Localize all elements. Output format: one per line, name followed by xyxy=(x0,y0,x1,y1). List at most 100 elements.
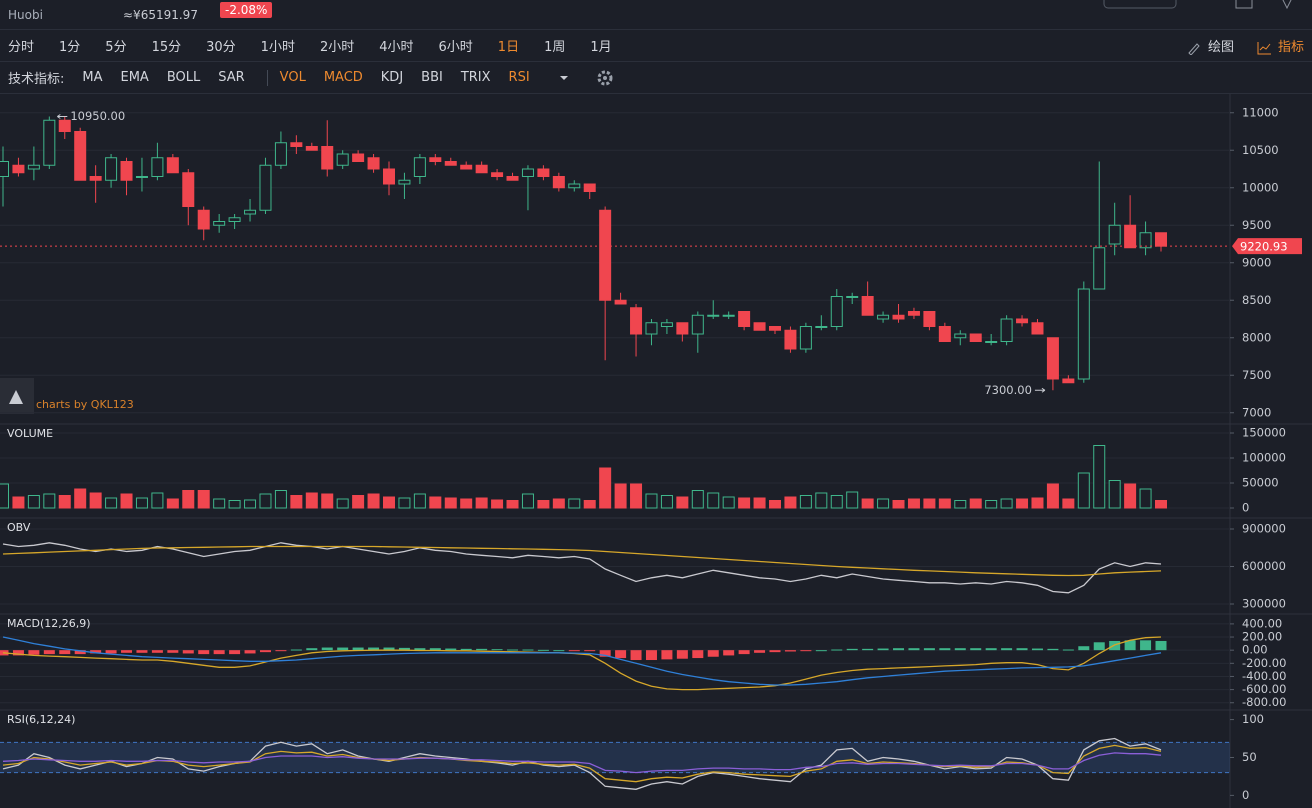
candle-body xyxy=(1016,318,1029,324)
tab[interactable]: 30分 xyxy=(206,40,236,55)
volume-bar xyxy=(460,498,473,509)
candle-body xyxy=(799,326,812,350)
candle-body xyxy=(537,168,550,177)
histogram-bar xyxy=(491,649,503,651)
volume-bar xyxy=(120,493,133,509)
volume-bar xyxy=(506,500,519,509)
candle-body xyxy=(135,176,148,178)
tab[interactable]: KDJ xyxy=(380,70,404,85)
histogram-bar xyxy=(923,648,935,651)
tab[interactable]: 1日 xyxy=(497,40,520,55)
tab[interactable]: BOLL xyxy=(166,70,201,85)
histogram-bar xyxy=(460,648,472,651)
tab[interactable]: 2小时 xyxy=(319,40,355,55)
period-tabs: 分时 1分 5分 15分 30分 1小时 2小时 4小时 6小时 1日 1周 1月 xyxy=(8,36,637,55)
volume-bar xyxy=(74,488,87,509)
tab[interactable]: MACD xyxy=(323,70,363,85)
tab[interactable]: 分时 xyxy=(8,40,35,55)
volume-bar xyxy=(413,493,426,509)
histogram-bar xyxy=(1016,648,1028,651)
candle-body xyxy=(938,326,951,342)
histogram-bar xyxy=(815,650,827,652)
volume-bar xyxy=(630,483,643,509)
candle-body xyxy=(753,322,766,331)
histogram-bar xyxy=(1062,649,1074,651)
volume-bar xyxy=(722,496,735,509)
candle-body xyxy=(27,164,40,170)
volume-bar xyxy=(954,500,967,509)
histogram-bar xyxy=(676,650,688,659)
volume-bar xyxy=(969,498,982,509)
candle-body xyxy=(151,157,164,177)
candle-body xyxy=(769,326,781,331)
tab[interactable]: 1月 xyxy=(590,40,612,55)
candle-body xyxy=(660,322,673,327)
tool-button[interactable]: 绘图 xyxy=(1186,36,1234,56)
volume-bar xyxy=(753,497,766,509)
volume-bar xyxy=(182,490,195,509)
volume-bar xyxy=(1139,488,1152,509)
candle-body xyxy=(491,172,504,177)
histogram-bar xyxy=(908,648,920,651)
candle-body xyxy=(460,164,473,170)
histogram-bar xyxy=(985,648,997,651)
indicator-label: 技术指标: xyxy=(8,72,65,87)
tool-button[interactable]: 指标 xyxy=(1256,36,1304,55)
y-tick-label: 100 xyxy=(1242,712,1264,726)
histogram-bar xyxy=(831,649,843,651)
tab[interactable]: 4小时 xyxy=(379,40,414,55)
candle-body xyxy=(274,142,287,166)
tool-label: 指标 xyxy=(1277,40,1304,55)
volume-bar xyxy=(861,498,874,509)
tab[interactable]: 5分 xyxy=(105,40,127,55)
histogram-bar xyxy=(723,650,735,656)
tab[interactable]: 1小时 xyxy=(260,40,295,55)
volume-bar xyxy=(0,483,9,509)
ticker-bar: Huobi ≈¥65191.97 -2.08% xyxy=(0,0,1312,30)
histogram-bar xyxy=(43,650,55,655)
volume-bar xyxy=(475,497,488,509)
tab[interactable]: MA xyxy=(82,70,103,85)
candle-body xyxy=(1093,247,1106,290)
histogram-bar xyxy=(522,649,534,651)
candle-body xyxy=(599,209,612,301)
last-price-label: 9220.93 xyxy=(1240,240,1288,254)
candle-body xyxy=(74,131,87,181)
histogram-bar xyxy=(198,650,210,655)
histogram-bar xyxy=(476,648,488,651)
volume-bar xyxy=(537,500,550,509)
candle-body xyxy=(985,341,998,343)
volume-bar xyxy=(228,500,241,509)
histogram-bar xyxy=(754,650,766,653)
volume-bar xyxy=(244,499,257,509)
volume-bar xyxy=(12,496,25,509)
histogram-bar xyxy=(692,650,704,659)
tab[interactable]: 6小时 xyxy=(438,40,473,55)
candle-body xyxy=(923,311,936,327)
candle-body xyxy=(444,161,457,166)
low-arrow xyxy=(1034,387,1046,393)
chart: charts by QKL123 7000 7500 8000 8500 9000 950… xyxy=(0,94,1312,808)
tab[interactable]: EMA xyxy=(120,70,149,85)
tab[interactable]: 1分 xyxy=(59,40,81,55)
volume-bar xyxy=(1000,498,1013,509)
tab[interactable]: VOL xyxy=(279,70,306,85)
histogram-bar xyxy=(769,650,781,653)
histogram-bar xyxy=(121,650,133,653)
candle-body xyxy=(1000,318,1013,342)
volume-bar xyxy=(892,500,905,509)
low-label: 7300.00 xyxy=(984,383,1032,397)
y-tick-label: 7500 xyxy=(1242,368,1271,382)
tab[interactable]: TRIX xyxy=(460,70,491,85)
histogram-bar xyxy=(738,650,750,655)
volume-bar xyxy=(166,498,179,509)
histogram-bar xyxy=(398,647,410,651)
tab[interactable]: BBI xyxy=(421,70,443,85)
tab[interactable]: SAR xyxy=(218,70,245,85)
tab[interactable]: 1周 xyxy=(544,40,566,55)
tab[interactable]: 15分 xyxy=(151,40,182,55)
volume-bar xyxy=(1031,497,1044,509)
histogram-bar xyxy=(862,648,874,651)
candle-body xyxy=(630,307,643,335)
tab[interactable]: RSI xyxy=(508,70,530,85)
